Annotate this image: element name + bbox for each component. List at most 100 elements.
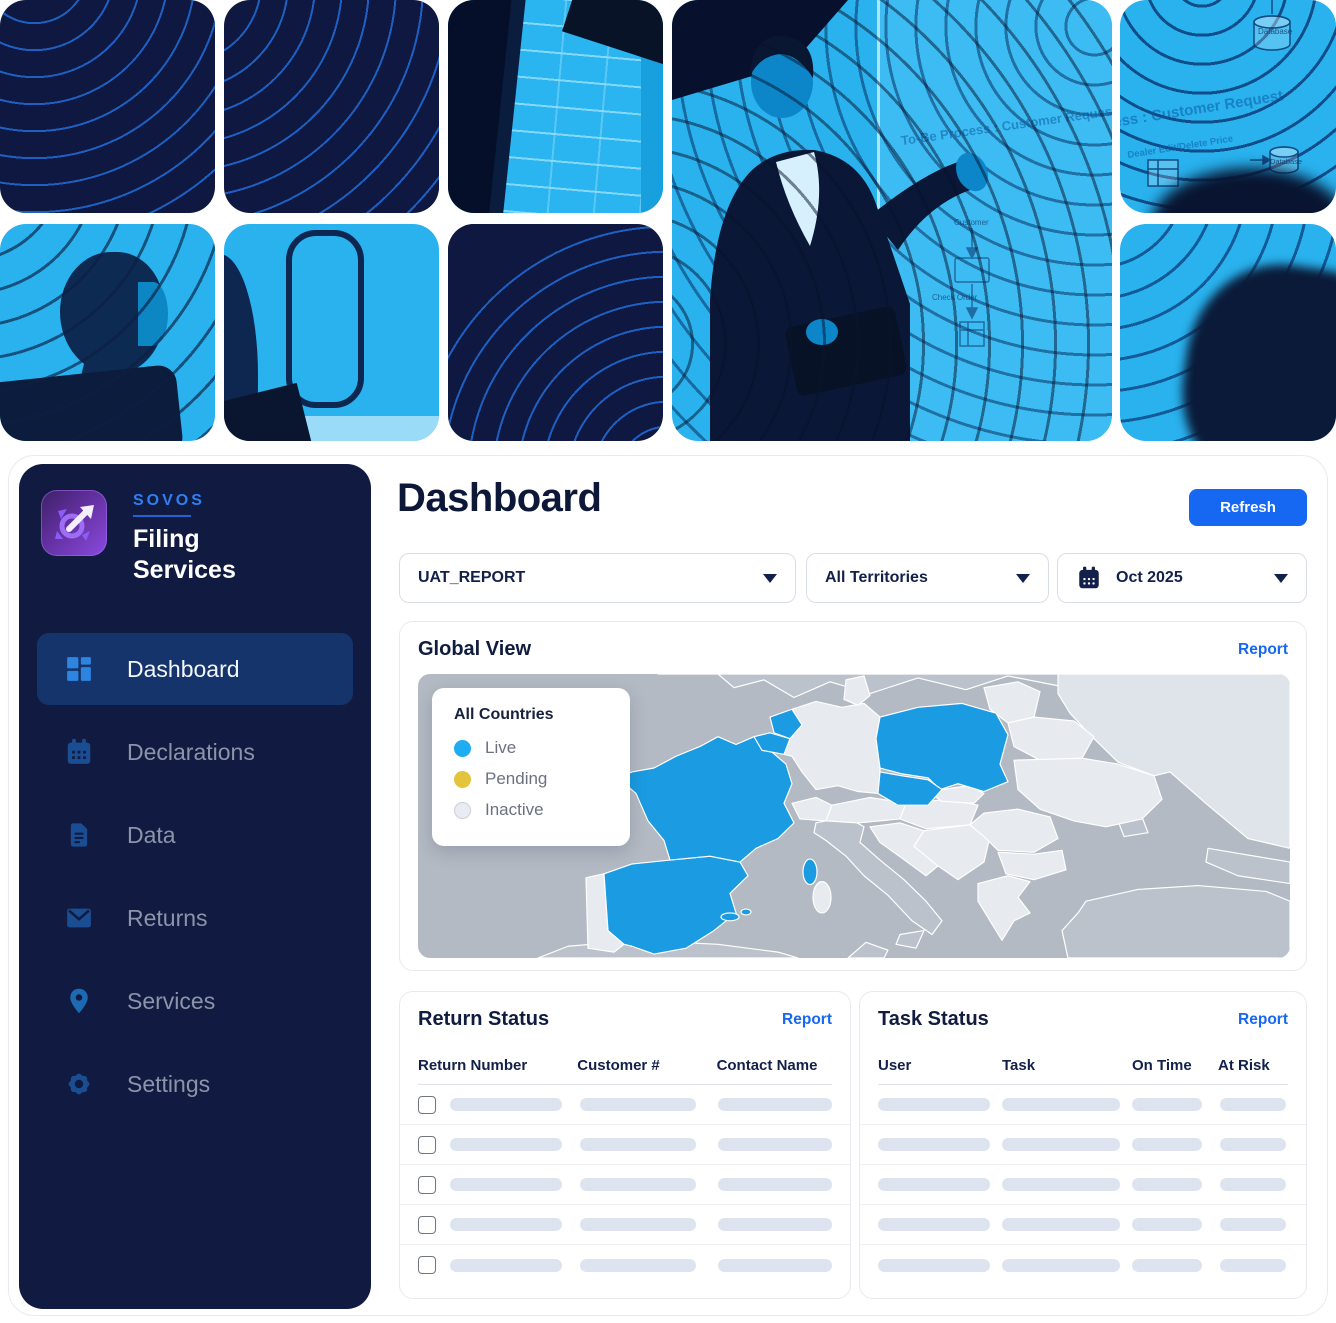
country-czechia[interactable] <box>877 771 943 806</box>
global-view-title: Global View <box>418 638 531 660</box>
sidebar-item-data[interactable]: Data <box>37 799 353 871</box>
skeleton-cell <box>1002 1098 1120 1111</box>
skeleton-cell <box>1132 1258 1202 1272</box>
skeleton-cell <box>450 1218 562 1231</box>
collage-tile-arcs-1 <box>0 0 215 213</box>
divider <box>878 1084 1288 1085</box>
sidebar-item-label: Declarations <box>127 738 255 765</box>
skeleton-cell <box>1002 1138 1120 1151</box>
wall-corner <box>641 40 663 213</box>
sidebar-item-label: Dashboard <box>127 655 240 682</box>
global-view-report-link[interactable]: Report <box>1238 640 1288 658</box>
country-belgium[interactable] <box>753 732 791 755</box>
period-dropdown[interactable]: Oct 2025 <box>1057 553 1307 603</box>
sidebar-item-returns[interactable]: Returns <box>37 882 353 954</box>
database-label: Database <box>1258 27 1293 36</box>
pending-status-dot <box>454 770 471 788</box>
table-row <box>400 1165 850 1205</box>
sidebar-item-services[interactable]: Services <box>37 965 353 1037</box>
column-contact-name: Contact Name <box>716 1057 818 1074</box>
skeleton-cell <box>450 1178 562 1191</box>
calendar-icon <box>1076 565 1102 591</box>
sidebar: SOVOS Filing Services Dashboard <box>19 464 371 1309</box>
sidebar-item-dashboard[interactable]: Dashboard <box>37 633 353 705</box>
collage-tile-arcs-3 <box>448 224 663 441</box>
territory-dropdown[interactable]: All Territories <box>806 553 1049 603</box>
column-customer-number: Customer # <box>577 1057 660 1074</box>
skeleton-cell <box>1002 1178 1120 1191</box>
skeleton-cell <box>580 1138 696 1151</box>
brand-product: Filing Services <box>133 525 236 584</box>
page-title: Dashboard <box>397 476 602 520</box>
row-checkbox[interactable] <box>418 1135 436 1154</box>
row-checkbox[interactable] <box>418 1175 436 1194</box>
country-spain[interactable] <box>603 855 749 955</box>
chevron-down-icon <box>763 573 777 583</box>
skeleton-cell <box>1132 1218 1202 1231</box>
task-status-title: Task Status <box>878 1008 989 1030</box>
country-netherlands[interactable] <box>769 708 803 740</box>
europe-map: All Countries Live Pending Inactive <box>418 674 1290 958</box>
column-at-risk: At Risk <box>1218 1057 1270 1074</box>
table-row <box>860 1165 1306 1205</box>
collage-tile-presenter-photo: To-Be Process : Customer Request Custome… <box>672 0 1112 441</box>
database-label-2: Database <box>1270 157 1302 166</box>
territory-dropdown-value: All Territories <box>825 569 928 586</box>
country-france[interactable] <box>617 736 795 863</box>
envelope-icon <box>63 902 95 934</box>
skeleton-cell <box>1220 1138 1286 1151</box>
map-legend: All Countries Live Pending Inactive <box>432 688 630 846</box>
country-poland[interactable] <box>875 702 1009 793</box>
overlay-arcs <box>0 224 215 441</box>
app-container: SOVOS Filing Services Dashboard <box>8 455 1328 1316</box>
sidebar-item-settings[interactable]: Settings <box>37 1048 353 1120</box>
island-corsica[interactable] <box>802 858 818 886</box>
row-checkbox[interactable] <box>418 1215 436 1234</box>
whiteboard-subtitle: Dealer Edit/Delete Price <box>1127 133 1234 161</box>
legend-item-live: Live <box>454 738 630 758</box>
period-dropdown-value: Oct 2025 <box>1116 569 1183 586</box>
inactive-status-dot <box>454 801 471 819</box>
skeleton-cell <box>878 1138 990 1151</box>
skeleton-cell <box>580 1178 696 1191</box>
return-status-title: Return Status <box>418 1008 550 1030</box>
column-task: Task <box>1002 1057 1036 1074</box>
sidebar-item-label: Data <box>127 821 176 848</box>
sidebar-item-label: Services <box>127 987 216 1014</box>
calendar-icon <box>63 736 95 768</box>
skeleton-cell <box>1220 1258 1286 1272</box>
island-menorca[interactable] <box>740 908 752 916</box>
return-status-report-link[interactable]: Report <box>782 1010 832 1028</box>
dashboard-grid-icon <box>63 653 95 685</box>
brand-company: SOVOS <box>133 492 205 509</box>
legend-title: All Countries <box>454 706 554 723</box>
table-row <box>400 1245 850 1285</box>
refresh-button[interactable]: Refresh <box>1189 489 1307 526</box>
report-dropdown[interactable]: UAT_REPORT <box>399 553 796 603</box>
skeleton-cell <box>878 1098 990 1111</box>
table-row <box>400 1125 850 1165</box>
sidebar-item-declarations[interactable]: Declarations <box>37 716 353 788</box>
task-status-report-link[interactable]: Report <box>1238 1010 1288 1028</box>
chevron-down-icon <box>1016 573 1030 583</box>
sovos-logo-icon <box>41 490 107 556</box>
door-frame-outline <box>286 230 364 408</box>
task-status-card: Task Status Report User Task On Time At … <box>859 991 1307 1299</box>
row-checkbox[interactable] <box>418 1256 436 1274</box>
table-row <box>400 1085 850 1125</box>
sidebar-item-label: Returns <box>127 904 208 931</box>
legend-label: Pending <box>485 769 548 788</box>
skeleton-cell <box>580 1258 696 1272</box>
table-row <box>860 1125 1306 1165</box>
legend-label: Live <box>485 738 517 757</box>
skeleton-cell <box>1132 1138 1202 1151</box>
skeleton-cell <box>1220 1218 1286 1231</box>
skeleton-cell <box>718 1178 832 1191</box>
island-mallorca[interactable] <box>720 912 740 922</box>
document-icon <box>63 819 95 851</box>
concentric-arcs-pattern <box>224 0 439 213</box>
row-checkbox[interactable] <box>418 1095 436 1114</box>
skeleton-cell <box>450 1098 562 1111</box>
report-dropdown-value: UAT_REPORT <box>418 569 526 586</box>
